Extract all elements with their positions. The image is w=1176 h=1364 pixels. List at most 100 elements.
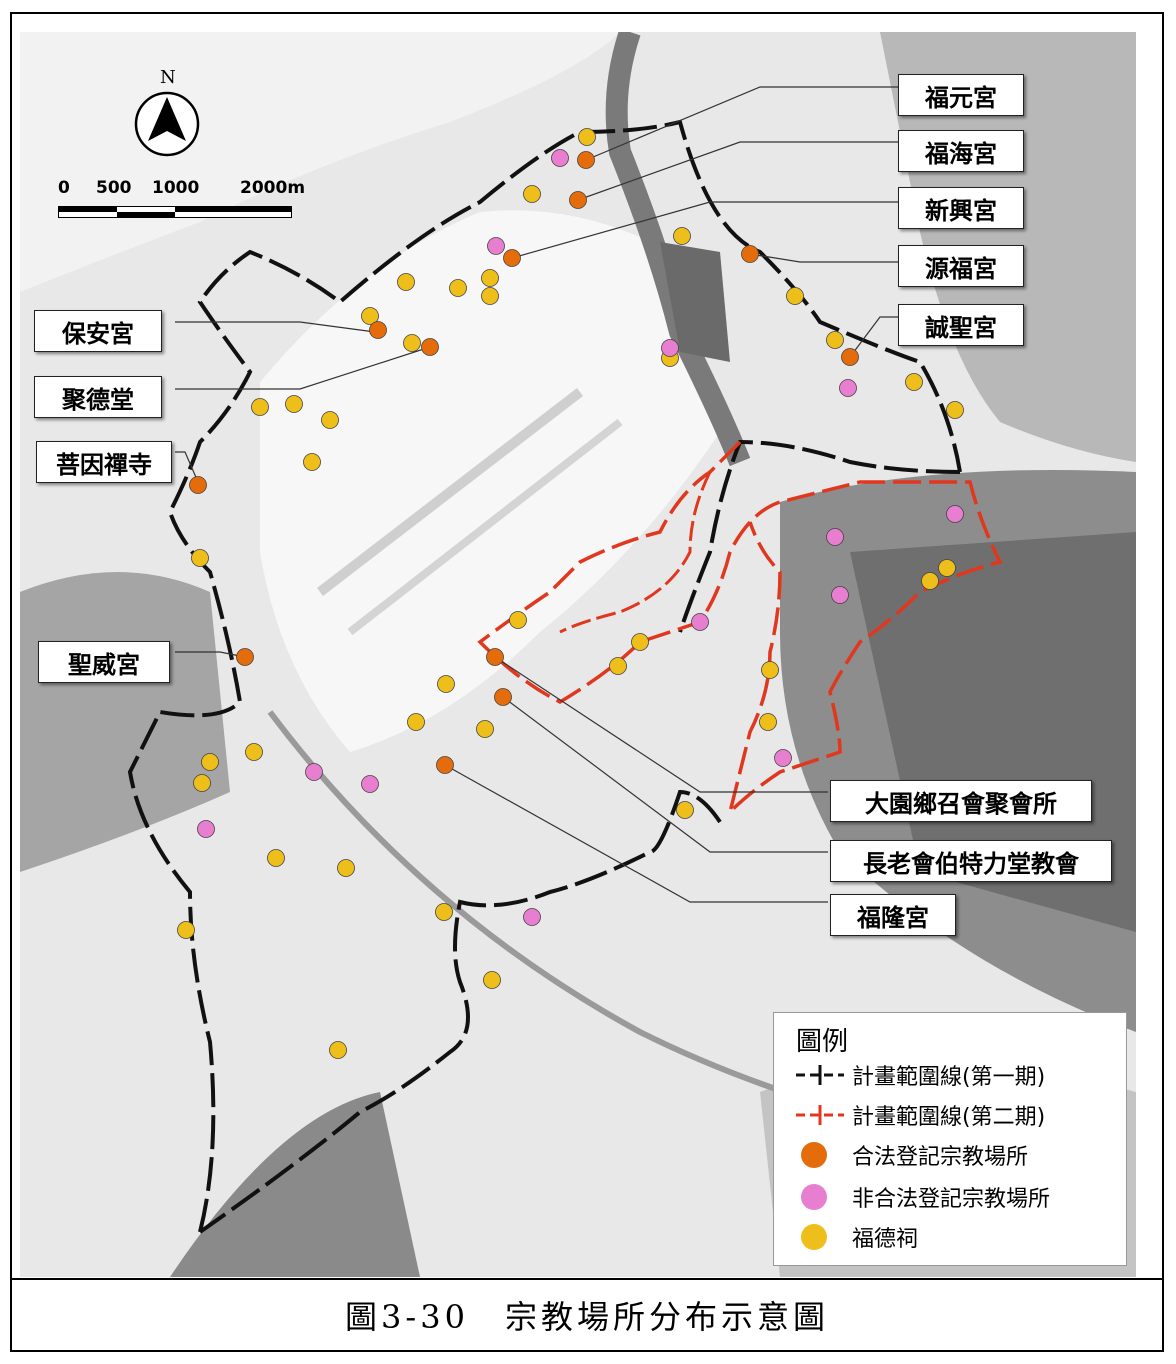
shrine-marker	[337, 859, 355, 877]
scale-tick-1000: 1000	[152, 178, 200, 198]
legend-label-shrine: 福德祠	[852, 1227, 919, 1252]
legend-label-illegal: 非合法登記宗教場所	[852, 1187, 1051, 1212]
shrine-marker	[435, 903, 453, 921]
caption-divider	[10, 1278, 1164, 1280]
illegal-site-marker	[487, 237, 505, 255]
label-yuanfu: 源福宮	[898, 245, 1024, 287]
shrine-marker	[938, 559, 956, 577]
shrine-marker	[267, 849, 285, 867]
legal-site-marker	[236, 648, 254, 666]
phase2-line-icon	[794, 1097, 846, 1133]
legal-site-marker	[494, 688, 512, 706]
phase1-boundary-south	[198, 789, 722, 1234]
label-fuyuan: 福元宮	[898, 74, 1024, 116]
scale-tick-0: 0	[58, 178, 70, 198]
map-svg	[20, 32, 1136, 1277]
label-zhaohui: 大園鄉召會聚會所	[830, 780, 1092, 822]
urban-east-dense	[850, 532, 1136, 932]
legend-item-legal: 合法登記宗教場所	[794, 1137, 1124, 1173]
illegal-site-marker	[523, 908, 541, 926]
legend-label-phase1: 計畫範圍線(第一期)	[852, 1065, 1046, 1090]
shrine-marker	[437, 675, 455, 693]
leader-lines	[175, 86, 918, 903]
legal-site-marker	[841, 348, 859, 366]
label-jude: 聚德堂	[34, 376, 162, 418]
legal-site-marker	[436, 756, 454, 774]
illegal-site-marker	[839, 379, 857, 397]
shrine-marker	[676, 801, 694, 819]
marker-layer	[177, 128, 964, 1059]
legend-title: 圖例	[796, 1027, 849, 1057]
shrine-marker	[578, 128, 596, 146]
label-chengsheng: 誠聖宮	[898, 304, 1024, 346]
shrine-marker	[483, 971, 501, 989]
shrine-marker	[397, 273, 415, 291]
legend-item-shrine: 福德祠	[794, 1219, 1124, 1255]
label-fulong: 福隆宮	[830, 894, 956, 936]
illegal-site-marker	[826, 528, 844, 546]
phase1-boundary-east	[678, 439, 961, 633]
yellow-dot-icon	[794, 1219, 846, 1255]
shrine-marker	[609, 657, 627, 675]
shrine-marker	[481, 287, 499, 305]
label-shengwei: 聖威宮	[38, 641, 170, 683]
illegal-site-marker	[946, 505, 964, 523]
orange-dot-icon	[794, 1137, 846, 1173]
illegal-site-marker	[361, 775, 379, 793]
shrine-marker	[329, 1041, 347, 1059]
legend-item-phase2: 計畫範圍線(第二期)	[794, 1097, 1124, 1133]
label-puyin: 菩因禪寺	[36, 441, 172, 483]
shrine-marker	[761, 661, 779, 679]
reservoir	[660, 242, 730, 362]
shrine-marker	[481, 269, 499, 287]
north-arrow: N	[132, 67, 202, 157]
legend-label-phase2: 計畫範圍線(第二期)	[852, 1105, 1046, 1130]
shrine-marker	[786, 287, 804, 305]
shrine-marker	[523, 185, 541, 203]
legend-label-legal: 合法登記宗教場所	[852, 1145, 1029, 1170]
shrine-marker	[251, 398, 269, 416]
shrine-marker	[476, 720, 494, 738]
phase2-boundary	[477, 440, 1003, 818]
north-letter: N	[160, 67, 176, 88]
illegal-site-marker	[661, 339, 679, 357]
shrine-marker	[245, 743, 263, 761]
shrine-marker	[403, 334, 421, 352]
shrine-marker	[303, 453, 321, 471]
shrine-marker	[905, 373, 923, 391]
legal-site-marker	[369, 321, 387, 339]
shrine-marker	[509, 611, 527, 629]
illegal-site-marker	[551, 149, 569, 167]
phase1-line-icon	[794, 1057, 846, 1093]
label-baoan: 保安宮	[34, 310, 162, 352]
phase1-boundary-north	[127, 119, 962, 1233]
figure-caption: 圖3-30 宗教場所分布示意圖	[345, 1298, 829, 1336]
illegal-site-marker	[691, 613, 709, 631]
scale-tick-500: 500	[96, 178, 132, 198]
shrine-marker	[921, 572, 939, 590]
legend-item-phase1: 計畫範圍線(第一期)	[794, 1057, 1124, 1093]
label-xinxing: 新興宮	[898, 187, 1024, 229]
shrine-marker	[631, 633, 649, 651]
illegal-site-marker	[197, 820, 215, 838]
shrine-marker	[449, 279, 467, 297]
shrine-marker	[201, 753, 219, 771]
legal-site-marker	[421, 338, 439, 356]
shrine-marker	[191, 549, 209, 567]
river	[605, 32, 751, 467]
shrine-marker	[759, 713, 777, 731]
legal-site-marker	[741, 245, 759, 263]
shrine-marker	[826, 331, 844, 349]
scale-segments	[58, 206, 292, 218]
map-canvas[interactable]: N 0 500 1000 2000m 福元宮 福海宮 新興宮 源福宮 誠聖宮 保…	[20, 32, 1136, 1277]
legal-site-marker	[189, 476, 207, 494]
shrine-marker	[673, 227, 691, 245]
shrine-marker	[361, 307, 379, 325]
illegal-site-marker	[774, 749, 792, 767]
illegal-site-marker	[831, 586, 849, 604]
scale-tick-2000: 2000m	[240, 178, 306, 198]
urban-south	[170, 1092, 420, 1277]
shrine-marker	[946, 401, 964, 419]
legend-item-illegal: 非合法登記宗教場所	[794, 1179, 1124, 1215]
label-fuhai: 福海宮	[898, 130, 1024, 172]
